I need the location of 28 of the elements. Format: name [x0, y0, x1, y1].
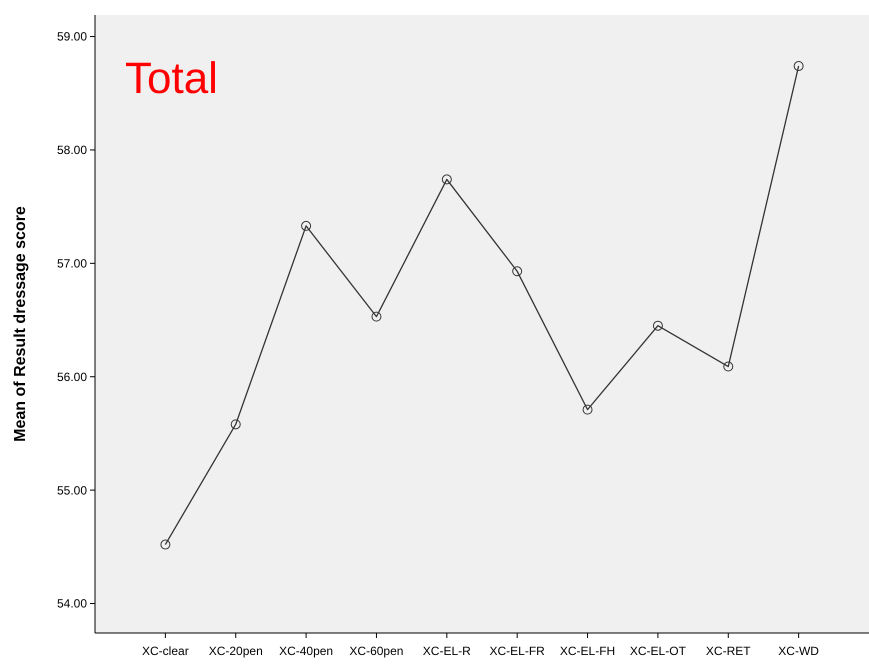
y-tick-label: 56.00 [56, 370, 88, 384]
y-tick-label: 55.00 [56, 483, 88, 498]
point [512, 266, 522, 276]
x-tick-label: XC-EL-R [422, 644, 472, 658]
point [301, 220, 312, 231]
y-tick-label: 57.00 [56, 256, 88, 271]
y-axis-title: Mean of Result dressage score [12, 206, 29, 442]
x-tick-label: XC-EL-FH [560, 644, 616, 658]
x-tick-label: XC-RET [706, 644, 752, 658]
point [652, 320, 663, 331]
x-tick-label: XC-20pen [208, 644, 263, 658]
point [723, 362, 734, 372]
x-tick-label: XC-60pen [349, 644, 404, 658]
text: Total [125, 54, 218, 103]
y-tick-label: 58.00 [56, 143, 88, 158]
x-tick-label: XC-40pen [279, 644, 334, 658]
point [582, 404, 593, 415]
x-tick-label: XC-WD [778, 644, 820, 658]
point [160, 540, 170, 550]
x-tick-label: XC-EL-FR [490, 644, 546, 658]
point [230, 419, 241, 430]
y-tick-label: 54.00 [56, 596, 88, 611]
point [442, 174, 452, 184]
x-tick-label: XC-clear [142, 644, 189, 658]
point [794, 61, 804, 72]
point [371, 312, 382, 322]
y-tick-label: 59.00 [56, 30, 88, 44]
x-tick-label: XC-EL-OT [630, 644, 687, 658]
